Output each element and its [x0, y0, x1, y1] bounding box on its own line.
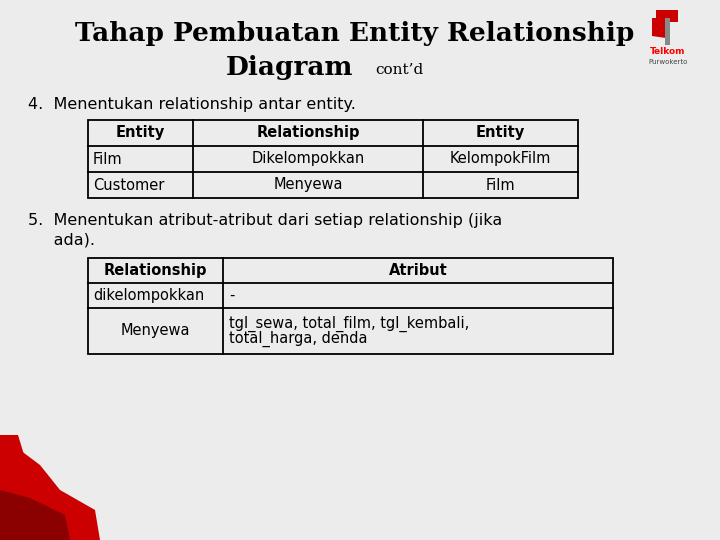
Text: Menyewa: Menyewa — [121, 323, 190, 339]
Text: Telkom: Telkom — [650, 48, 685, 57]
Text: -: - — [229, 288, 235, 303]
Text: Tahap Pembuatan Entity Relationship: Tahap Pembuatan Entity Relationship — [76, 21, 634, 45]
Bar — [665, 40, 670, 45]
Polygon shape — [0, 435, 25, 465]
Polygon shape — [0, 450, 100, 540]
Bar — [656, 10, 678, 22]
Text: 4.  Menentukan relationship antar entity.: 4. Menentukan relationship antar entity. — [28, 98, 356, 112]
Text: cont’d: cont’d — [375, 63, 423, 77]
Text: Relationship: Relationship — [256, 125, 360, 140]
Text: dikelompokkan: dikelompokkan — [93, 288, 204, 303]
Text: Relationship: Relationship — [104, 263, 207, 278]
Text: Purwokerto: Purwokerto — [648, 59, 688, 65]
Bar — [636, 8, 714, 70]
Text: Film: Film — [93, 152, 122, 166]
Bar — [88, 120, 578, 198]
Text: Film: Film — [486, 178, 516, 192]
Text: Entity: Entity — [476, 125, 525, 140]
Text: Dikelompokkan: Dikelompokkan — [251, 152, 364, 166]
Text: Customer: Customer — [93, 178, 164, 192]
Text: Atribut: Atribut — [389, 263, 447, 278]
Text: Menyewa: Menyewa — [274, 178, 343, 192]
Text: 5.  Menentukan atribut-atribut dari setiap relationship (jika: 5. Menentukan atribut-atribut dari setia… — [28, 213, 503, 227]
Text: ada).: ada). — [28, 233, 95, 247]
Text: tgl_sewa, total_film, tgl_kembali,: tgl_sewa, total_film, tgl_kembali, — [229, 315, 469, 332]
Text: Diagram: Diagram — [226, 56, 354, 80]
Polygon shape — [652, 18, 666, 38]
Text: KelompokFilm: KelompokFilm — [450, 152, 552, 166]
Polygon shape — [0, 490, 70, 540]
Bar — [88, 258, 613, 354]
Text: total_harga, denda: total_harga, denda — [229, 330, 367, 347]
Bar — [665, 18, 670, 43]
Text: Entity: Entity — [116, 125, 165, 140]
